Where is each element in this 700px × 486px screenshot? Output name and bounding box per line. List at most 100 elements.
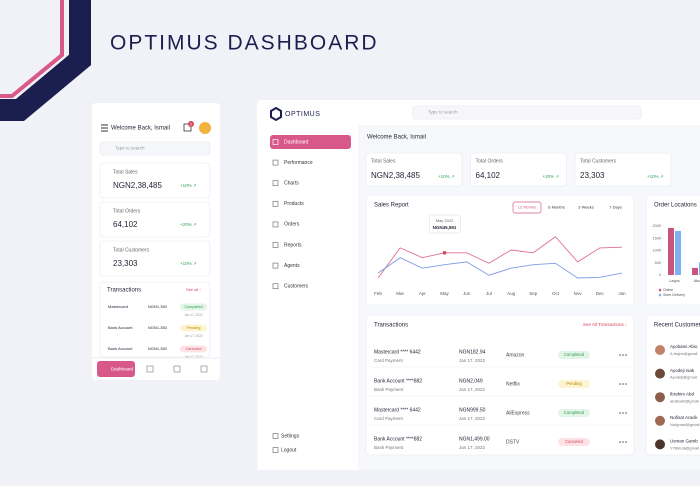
nav-item[interactable]: Agents bbox=[284, 263, 300, 269]
status-pill bbox=[180, 345, 207, 353]
tooltip-point bbox=[442, 251, 447, 255]
tx-amount: NGN1,499.00 bbox=[459, 436, 490, 442]
tx-amount: NGN182.94 bbox=[459, 349, 486, 355]
status-pill bbox=[558, 380, 590, 388]
tx-amount: NGN1,350 bbox=[148, 346, 168, 351]
cust-card bbox=[645, 314, 700, 456]
cust-name: Nofisat Aracik bbox=[670, 415, 698, 420]
tx-amount: NGN1,350 bbox=[148, 325, 168, 330]
x-tick-label: Sep bbox=[529, 291, 538, 296]
tx-date: Jan 17, 2022 bbox=[459, 358, 486, 363]
tooltip-title: May 2022 bbox=[436, 218, 454, 223]
status: Completed bbox=[184, 305, 202, 309]
nav-item[interactable]: Orders bbox=[284, 222, 300, 228]
notif-count: 2 bbox=[190, 122, 192, 126]
tx-merchant: DSTV bbox=[506, 439, 520, 445]
nav-item[interactable]: Charts bbox=[284, 181, 299, 187]
stat-change: +10% ↗ bbox=[438, 174, 455, 179]
see-all[interactable]: See all › bbox=[186, 287, 201, 292]
more-dot[interactable] bbox=[622, 383, 624, 385]
y-tick-label: 1000 bbox=[653, 249, 661, 253]
filter[interactable]: 6 Months bbox=[548, 205, 564, 210]
nav-icon[interactable] bbox=[146, 365, 154, 373]
x-tick-label: Jun bbox=[463, 291, 471, 296]
greeting: Welcome Back, Ismail bbox=[111, 126, 170, 132]
search-box[interactable] bbox=[412, 105, 642, 120]
tx-date: Jan 17, 2022 bbox=[459, 416, 486, 421]
nav-item[interactable]: Customers bbox=[284, 284, 309, 290]
legend-dot bbox=[658, 288, 662, 292]
more-dot[interactable] bbox=[625, 441, 627, 443]
status: Completed bbox=[564, 352, 585, 357]
nav-item[interactable]: Settings bbox=[281, 433, 300, 439]
more-dot[interactable] bbox=[619, 354, 621, 356]
x-tick-label: Feb bbox=[374, 291, 382, 296]
nav-icon[interactable] bbox=[200, 365, 208, 373]
nav-active[interactable] bbox=[97, 361, 135, 377]
see-all[interactable]: See All Transactions › bbox=[583, 322, 627, 327]
nav-item[interactable]: Dashboard bbox=[111, 367, 134, 372]
tx-type: Card Payment bbox=[374, 416, 404, 421]
cust-name: Usman Gamb bbox=[670, 439, 698, 444]
stat-change: +10% ↗ bbox=[180, 261, 197, 266]
tx-method: Mastercard **** 6442 bbox=[374, 407, 421, 413]
filter-active[interactable] bbox=[512, 201, 542, 214]
x-tick-label: May bbox=[440, 291, 449, 296]
tx-amount: NGN999.50 bbox=[459, 407, 486, 413]
stat-card bbox=[99, 162, 211, 199]
more-dot[interactable] bbox=[619, 383, 621, 385]
nav-active[interactable] bbox=[270, 135, 351, 149]
cust-avatar bbox=[655, 415, 665, 426]
filter[interactable]: 7 Days bbox=[609, 205, 621, 210]
tx-method: Mastercard **** 6442 bbox=[374, 349, 421, 355]
more-dot[interactable] bbox=[625, 412, 627, 414]
stat-change: +10% ↗ bbox=[180, 183, 197, 188]
cust-title: Recent Customers bbox=[654, 323, 700, 329]
nav-icon bbox=[272, 262, 279, 269]
search-box[interactable] bbox=[99, 141, 211, 156]
nav-item[interactable]: Dashboard bbox=[284, 139, 309, 145]
more-dot[interactable] bbox=[619, 441, 621, 443]
cust-name: Ayobami Abio bbox=[670, 344, 698, 349]
page-title: OPTIMUS DASHBOARD bbox=[110, 32, 379, 55]
stat-label: Total Customers bbox=[113, 247, 150, 253]
filter[interactable]: 3 Weeks bbox=[578, 205, 594, 210]
more-dot[interactable] bbox=[625, 354, 627, 356]
more-dot[interactable] bbox=[622, 354, 624, 356]
more-dot[interactable] bbox=[619, 412, 621, 414]
filter[interactable]: 12 Months bbox=[518, 205, 537, 210]
cust-avatar bbox=[655, 439, 665, 450]
tx-type: Bank Payment bbox=[374, 445, 404, 450]
status: Completed bbox=[564, 410, 585, 415]
x-tick-label: Lagos bbox=[669, 279, 679, 283]
x-tick-label: Mar bbox=[396, 291, 404, 296]
stat-label: Total Orders bbox=[476, 158, 504, 164]
nav-item[interactable]: Reports bbox=[284, 242, 302, 248]
tx-date: Jan 17, 2022 bbox=[184, 313, 203, 317]
tx-date: Jan 17, 2022 bbox=[459, 445, 486, 450]
status: Canceled bbox=[185, 347, 201, 351]
tx-merchant: AliExpress bbox=[506, 410, 530, 416]
nav-icon[interactable] bbox=[173, 365, 181, 373]
more-dot[interactable] bbox=[622, 412, 624, 414]
status: Pending bbox=[187, 326, 201, 330]
more-dot[interactable] bbox=[622, 441, 624, 443]
legend-dot bbox=[658, 293, 662, 297]
cust-name: Ayodeji Isak bbox=[670, 368, 695, 373]
x-tick-label: Abuja bbox=[694, 279, 700, 283]
cust-avatar bbox=[655, 368, 665, 379]
bar bbox=[692, 267, 698, 275]
stat-label: Total Sales bbox=[113, 169, 138, 175]
tx-date: Jan 17, 2022 bbox=[184, 334, 203, 338]
tx-merchant: Netflix bbox=[506, 381, 520, 387]
more-dot[interactable] bbox=[625, 383, 627, 385]
nav-item[interactable]: Products bbox=[284, 201, 304, 207]
nav-item[interactable]: Performance bbox=[284, 160, 313, 166]
bar bbox=[668, 227, 674, 275]
notif-icon[interactable] bbox=[183, 123, 192, 132]
status-pill bbox=[180, 324, 207, 332]
bar bbox=[675, 230, 681, 275]
nav-item[interactable]: Logout bbox=[281, 447, 297, 453]
chart-title: Sales Report bbox=[374, 203, 409, 209]
